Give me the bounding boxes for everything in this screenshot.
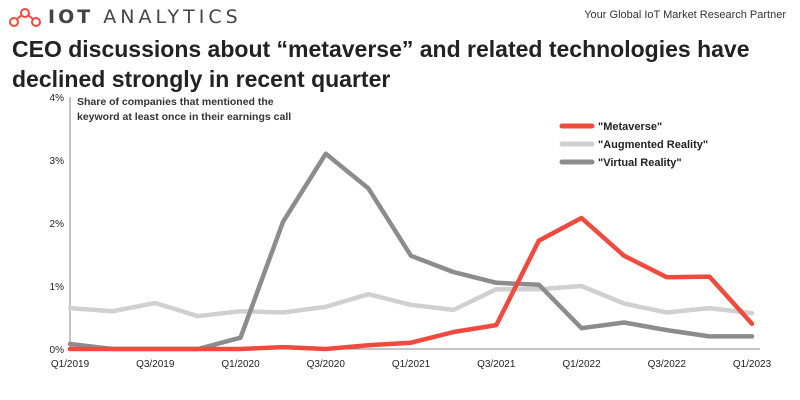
x-tick-label: Q1/2020 bbox=[221, 359, 260, 370]
page-title: CEO discussions about “metaverse” and re… bbox=[12, 34, 792, 94]
x-tick-label: Q3/2020 bbox=[307, 359, 346, 370]
y-tick-label: 2% bbox=[50, 219, 65, 230]
brand-logo: IOT ANALYTICS bbox=[8, 5, 242, 29]
x-tick-label: Q1/2023 bbox=[733, 359, 772, 370]
y-tick-label: 4% bbox=[50, 93, 65, 104]
series-line-0 bbox=[67, 283, 755, 319]
y-tick-label: 0% bbox=[50, 345, 65, 356]
brand-name: IOT ANALYTICS bbox=[48, 6, 242, 28]
x-tick-label: Q3/2021 bbox=[477, 359, 516, 370]
legend: "Metaverse" "Augmented Reality" "Virtual R… bbox=[559, 121, 708, 169]
x-tick-label: Q1/2019 bbox=[51, 359, 90, 370]
legend-label: "Metaverse" bbox=[598, 121, 662, 133]
line-chart: Share of companies that mentioned the ke… bbox=[50, 93, 772, 370]
network-icon bbox=[9, 8, 41, 27]
title-line-1: CEO discussions about “metaverse” and re… bbox=[12, 36, 750, 62]
legend-label: "Virtual Reality" bbox=[598, 157, 682, 169]
series-lines bbox=[67, 151, 755, 352]
chart-subtitle-line-1: Share of companies that mentioned the bbox=[77, 96, 274, 108]
x-tick-label: Q3/2019 bbox=[136, 359, 175, 370]
chart-subtitle-line-2: keyword at least once in their earnings … bbox=[77, 111, 291, 123]
legend-label: "Augmented Reality" bbox=[598, 139, 708, 151]
x-tick-label: Q1/2021 bbox=[392, 359, 431, 370]
brand-name-rest: ANALYTICS bbox=[103, 6, 242, 28]
y-tick-label: 3% bbox=[50, 156, 65, 167]
header-bar: IOT ANALYTICS Your Global IoT Market Res… bbox=[0, 0, 800, 34]
series-line-2 bbox=[67, 215, 755, 352]
tagline: Your Global IoT Market Research Partner bbox=[584, 9, 786, 21]
x-tick-label: Q3/2022 bbox=[648, 359, 687, 370]
x-tick-label: Q1/2022 bbox=[562, 359, 601, 370]
title-line-2: declined strongly in recent quarter bbox=[12, 66, 391, 92]
brand-name-bold: IOT bbox=[48, 6, 94, 28]
y-tick-label: 1% bbox=[50, 282, 65, 293]
series-line-1 bbox=[67, 151, 755, 352]
